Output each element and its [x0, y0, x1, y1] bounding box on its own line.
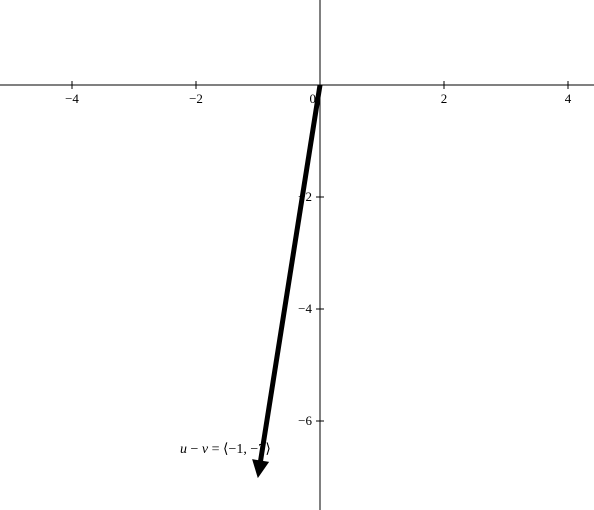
x-tick-label: −4 — [65, 91, 79, 106]
x-tick-label: 2 — [441, 91, 448, 106]
vector-chart: −4−2024−2−4−6u − v = ⟨−1, −7⟩ — [0, 0, 594, 510]
y-tick-label: −6 — [298, 413, 312, 428]
vector-annotation: u − v = ⟨−1, −7⟩ — [180, 442, 271, 457]
vector-line — [260, 85, 320, 466]
y-tick-label: −4 — [298, 301, 312, 316]
x-tick-label: 4 — [565, 91, 572, 106]
vector-arrowhead — [253, 460, 268, 477]
x-tick-label: −2 — [189, 91, 203, 106]
chart-svg: −4−2024−2−4−6u − v = ⟨−1, −7⟩ — [0, 0, 594, 510]
